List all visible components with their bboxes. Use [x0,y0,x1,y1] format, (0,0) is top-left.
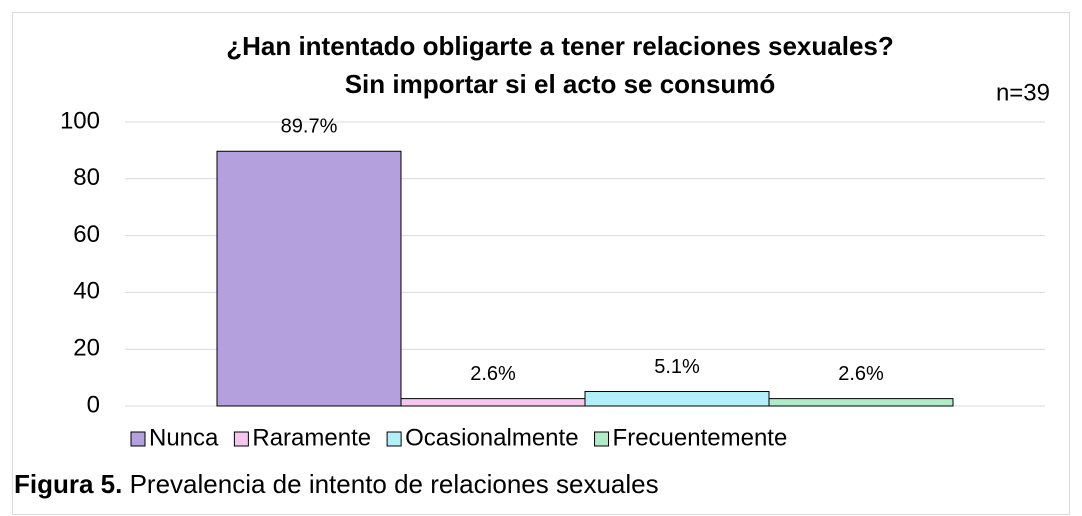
data-label: 2.6% [838,363,884,385]
legend-swatch [130,431,146,447]
data-label: 5.1% [654,356,700,378]
chart-title: Sin importar si el acto se consumó [345,69,776,99]
y-tick-label: 60 [73,221,100,248]
data-label: 89.7% [281,116,338,138]
y-tick-label: 0 [87,391,100,418]
bar [216,150,402,407]
legend-label: Raramente [252,424,371,451]
y-tick-label: 40 [73,278,100,305]
y-tick-label: 100 [60,107,100,134]
legend-swatch [386,431,402,447]
caption-text: Prevalencia de intento de relaciones sex… [130,469,659,499]
y-tick-label: 20 [73,335,100,362]
legend-label: Ocasionalmente [405,424,578,451]
bar [584,391,770,407]
legend-label: Frecuentemente [613,424,788,451]
annotation: n=39 [996,79,1050,106]
chart-title: ¿Han intentado obligarte a tener relacio… [226,31,894,61]
data-label: 2.6% [470,363,516,385]
bar [400,398,586,407]
legend-label: Nunca [149,424,219,451]
bar [768,398,954,407]
y-tick-label: 80 [73,164,100,191]
legend-swatch [594,431,610,447]
caption-label: Figura 5. [14,469,122,499]
legend-swatch [233,431,249,447]
caption: Figura 5. Prevalencia de intento de rela… [14,469,659,499]
chart-border [12,12,1070,515]
